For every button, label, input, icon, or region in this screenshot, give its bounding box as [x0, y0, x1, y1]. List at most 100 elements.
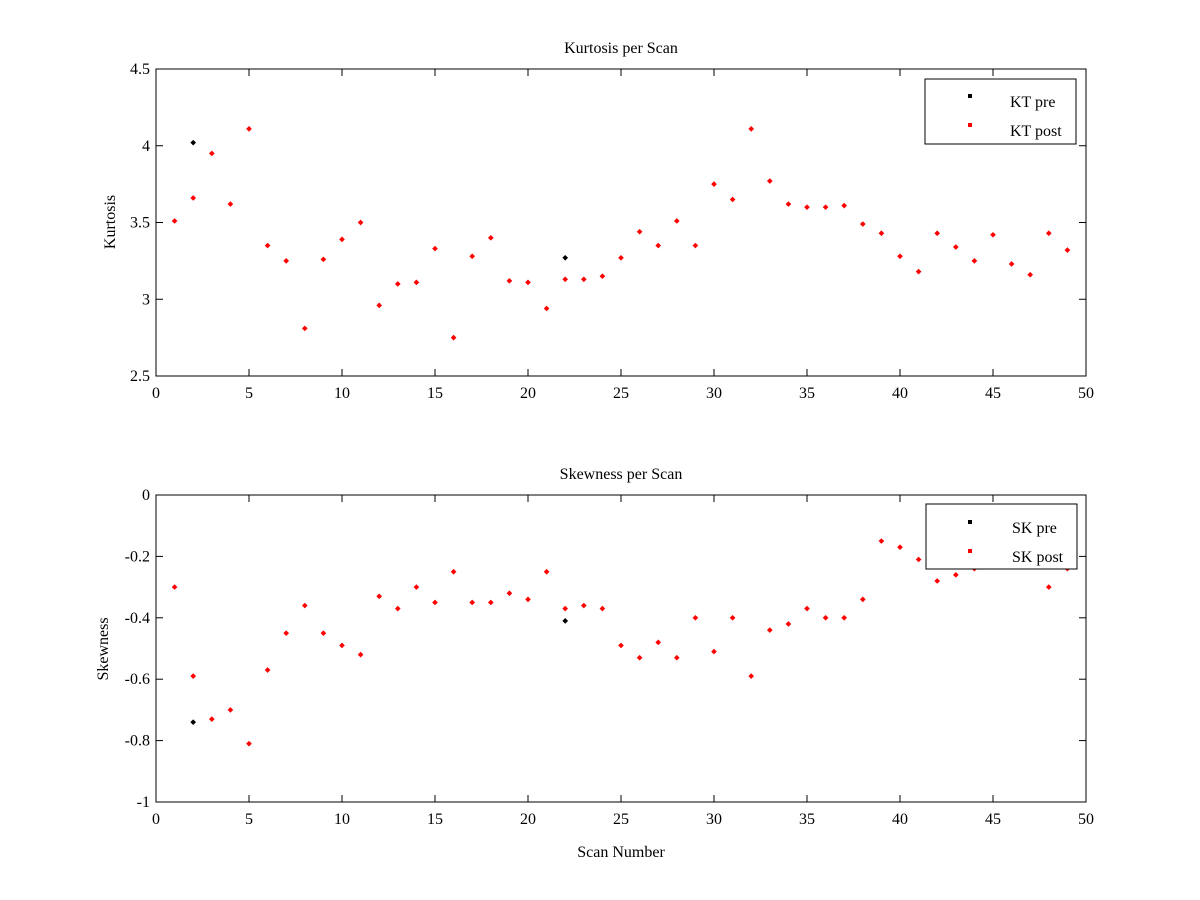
skewness-y-tick-label: 0 [142, 487, 150, 504]
skewness-post-point [357, 651, 364, 658]
skewness-post-point [376, 593, 383, 600]
skewness-x-tick-label: 10 [334, 811, 350, 828]
kurtosis-legend-label-pre: KT pre [1010, 94, 1055, 111]
kurtosis-post-point [506, 278, 513, 284]
skewness-post-point [748, 673, 755, 679]
kurtosis-post-point [357, 219, 364, 226]
skewness-x-tick-label: 35 [799, 811, 815, 828]
skewness-post-point [692, 614, 699, 621]
skewness-y-tick-label: -0.6 [125, 671, 150, 688]
kurtosis-chart-title: Kurtosis per Scan [564, 40, 678, 57]
skewness-post-point [543, 568, 550, 575]
kurtosis-post-point [971, 258, 978, 264]
skewness-post-point [878, 538, 885, 544]
kurtosis-legend-marker-post [968, 123, 972, 127]
kurtosis-post-point [1064, 247, 1071, 253]
skewness-post-point [673, 654, 680, 661]
kurtosis-post-point [171, 218, 178, 224]
skewness-post-point [190, 673, 197, 679]
skewness-x-tick-label: 45 [985, 811, 1001, 828]
skewness-post-point [171, 584, 178, 590]
skewness-post-point [487, 599, 494, 606]
kurtosis-post-point [487, 235, 494, 241]
kurtosis-post-point [636, 228, 643, 235]
skewness-post-point [711, 648, 717, 655]
kurtosis-x-tick-label: 20 [520, 385, 536, 402]
kurtosis-post-point [766, 178, 773, 184]
skewness-post-point [841, 614, 848, 621]
kurtosis-post-point [469, 253, 476, 260]
kurtosis-post-point [729, 196, 736, 203]
kurtosis-post-point [822, 204, 829, 210]
skewness-post-point [599, 605, 606, 612]
kurtosis-post-point [878, 230, 885, 237]
kurtosis-post-point [525, 279, 531, 286]
skewness-x-tick-label: 5 [245, 811, 253, 828]
kurtosis-post-point [264, 242, 271, 249]
skewness-post-point [450, 568, 457, 575]
kurtosis-post-point [543, 305, 550, 312]
skewness-post-point [1045, 584, 1052, 590]
skewness-post-point [655, 639, 662, 646]
kurtosis-ticks: 0 5 10 15 20 25 30 35 40 45 50 2.5 3 3.5 4 4.5 [130, 61, 1094, 402]
skewness-post-point [580, 602, 587, 609]
kurtosis-post-point [1027, 271, 1034, 278]
skewness-x-tick-label: 40 [892, 811, 908, 828]
kurtosis-y-tick-label: 3.5 [130, 215, 150, 232]
skewness-post-point [227, 707, 234, 713]
skewness-post-point [897, 544, 903, 551]
skewness-post-point [339, 642, 345, 649]
kurtosis-marks [171, 126, 1071, 341]
skewness-legend-label-pre: SK pre [1012, 520, 1057, 537]
skewness-y-tick-label: -0.2 [125, 548, 150, 565]
skewness-post-point [804, 605, 810, 612]
skewness-post-point [432, 599, 438, 606]
kurtosis-legend-label-post: KT post [1010, 123, 1062, 140]
skewness-pre-point [190, 719, 197, 726]
kurtosis-post-point [785, 201, 792, 207]
skewness-legend-marker-post [968, 549, 972, 553]
skewness-x-tick-label: 50 [1078, 811, 1094, 828]
skewness-post-point [264, 667, 271, 673]
skewness-post-point [618, 642, 624, 649]
kurtosis-legend-box [924, 78, 1077, 145]
kurtosis-x-tick-label: 45 [985, 385, 1001, 402]
skewness-y-tick-label: -0.8 [125, 733, 150, 750]
kurtosis-pre-point [562, 254, 569, 261]
kurtosis-post-point [413, 279, 420, 286]
skewness-x-axis-label: Scan Number [577, 844, 665, 861]
skewness-post-point [729, 614, 736, 621]
skewness-x-tick-label: 30 [706, 811, 722, 828]
kurtosis-x-tick-label: 10 [334, 385, 350, 402]
kurtosis-y-tick-label: 3 [142, 291, 150, 308]
kurtosis-pre-point [190, 139, 197, 146]
kurtosis-y-axis-label: Kurtosis [102, 195, 119, 249]
kurtosis-post-point [711, 181, 717, 187]
skewness-post-point [785, 621, 792, 627]
skewness-post-point [525, 596, 531, 603]
skewness-chart-title: Skewness per Scan [560, 466, 683, 483]
skewness-post-point [506, 590, 513, 597]
kurtosis-post-point [394, 281, 401, 287]
skewness-post-point [562, 605, 569, 612]
kurtosis-post-point [301, 325, 308, 332]
skewness-post-point [469, 599, 476, 606]
kurtosis-x-tick-label: 50 [1078, 385, 1094, 402]
kurtosis-post-point [283, 258, 290, 264]
skewness-post-point [208, 716, 215, 722]
kurtosis-x-tick-label: 30 [706, 385, 722, 402]
kurtosis-post-point [804, 204, 810, 210]
kurtosis-y-tick-label: 4.5 [130, 61, 150, 78]
kurtosis-x-tick-label: 25 [613, 385, 629, 402]
skewness-post-point [822, 614, 829, 621]
skewness-ticks: 0 5 10 15 20 25 30 35 40 45 50 -1 -0.8 -0.6 -0.4 -0.2 0 [125, 487, 1094, 828]
kurtosis-x-tick-label: 40 [892, 385, 908, 402]
skewness-post-point [246, 740, 252, 747]
skewness-post-point [320, 630, 327, 636]
kurtosis-x-tick-label: 0 [152, 385, 160, 402]
kurtosis-post-point [599, 273, 606, 280]
skewness-post-point [952, 571, 959, 578]
skewness-x-tick-label: 25 [613, 811, 629, 828]
kurtosis-post-point [934, 230, 941, 237]
